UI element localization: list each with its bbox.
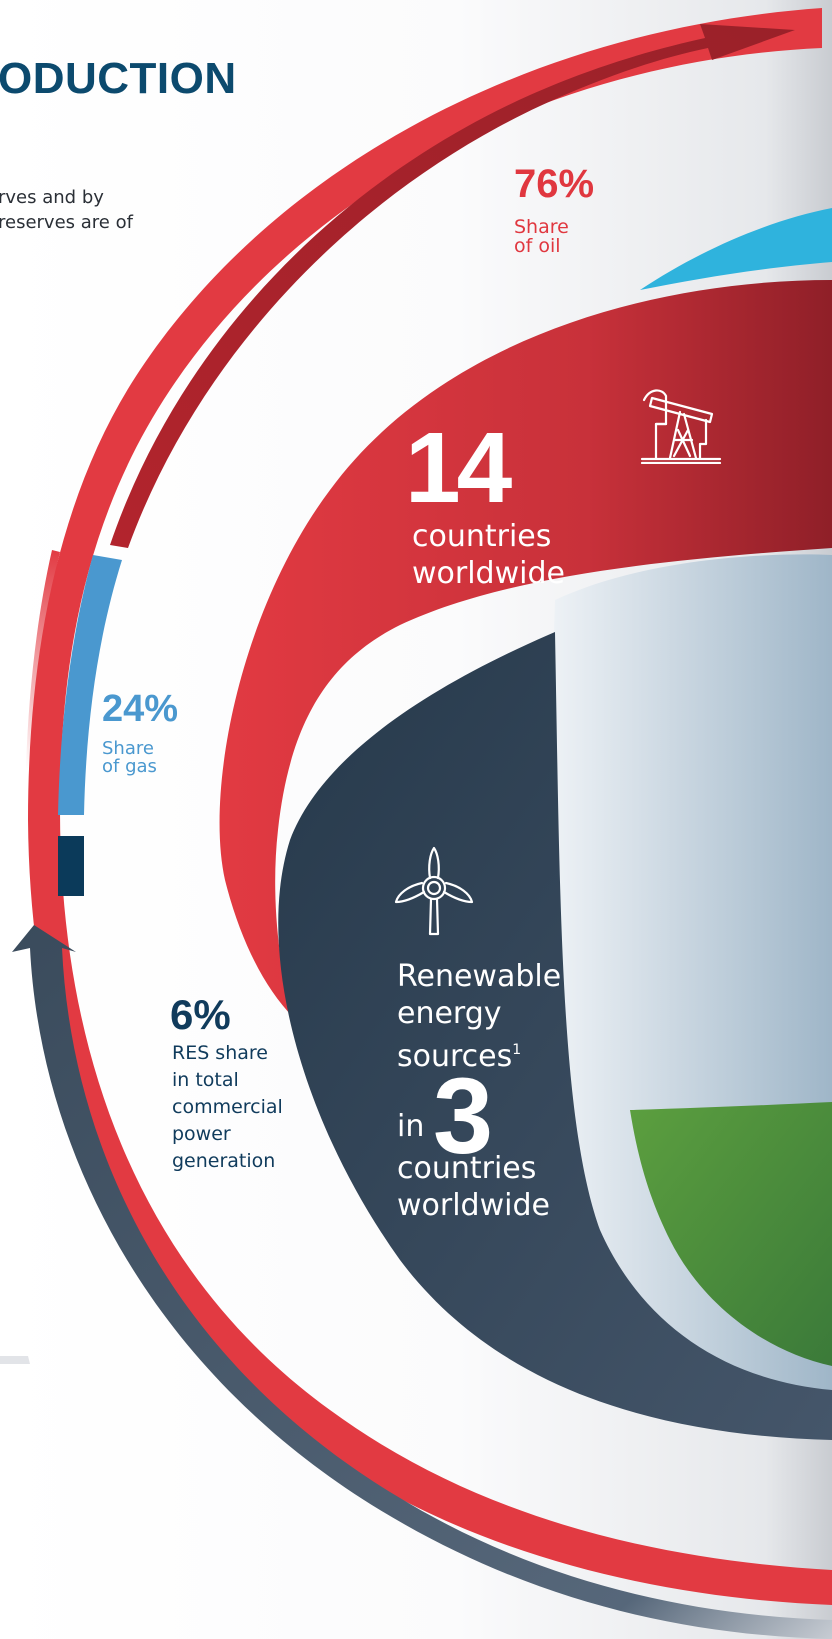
renewables-line-3-text: sources: [397, 1039, 513, 1074]
res-label-line-3: commercial: [172, 1096, 283, 1118]
wind-turbine-icon: [394, 846, 474, 936]
production-countries-number: 14: [405, 412, 512, 524]
renewables-line-4: countries: [397, 1151, 537, 1186]
production-label-line-1: countries: [412, 519, 552, 554]
res-label-line-1: RES share: [172, 1042, 268, 1064]
cyan-segment: [640, 208, 832, 290]
renewables-countries-number: 3: [433, 1055, 494, 1176]
oil-share-value: 76%: [514, 162, 595, 206]
renewables-line-5: worldwide: [397, 1188, 550, 1223]
res-label-line-4: power: [172, 1123, 231, 1145]
production-countries-label: countries worldwide: [412, 518, 565, 592]
oil-label-line-2: of oil: [514, 235, 561, 257]
renewables-band: [278, 632, 832, 1440]
res-arc-segment: [58, 836, 84, 896]
fading-red-edge: [26, 550, 60, 770]
res-share-value: 6%: [170, 991, 231, 1038]
intro-text: rves and by reserves are of: [0, 185, 133, 235]
renewables-label: Renewable energy sources1: [397, 958, 561, 1075]
oil-label-line-1: Share: [514, 216, 569, 238]
page-heading: ODUCTION: [0, 54, 237, 103]
res-label-line-5: generation: [172, 1150, 276, 1172]
production-label-line-2: worldwide: [412, 556, 565, 591]
gas-share-label: Share of gas: [102, 740, 157, 776]
renewables-countries-label: countries worldwide: [397, 1150, 550, 1224]
renewables-line-3: sources1: [397, 1032, 561, 1075]
intro-line-2: reserves are of: [0, 212, 133, 233]
oil-production-band: [219, 280, 832, 1020]
renewables-line-1: Renewable: [397, 959, 562, 994]
renewables-line-2: energy: [397, 996, 502, 1031]
oil-pump-icon: [640, 389, 722, 464]
green-segment: [630, 1102, 832, 1366]
renewables-footnote: 1: [512, 1042, 522, 1058]
res-share-label: RES share in total commercial power gene…: [172, 1040, 283, 1175]
gas-label-line-2: of gas: [102, 756, 157, 777]
intro-line-1: rves and by: [0, 187, 104, 208]
oil-share-label: Share of oil: [514, 218, 569, 256]
res-label-line-2: in total: [172, 1069, 239, 1091]
smudge: [0, 1356, 30, 1364]
gas-share-value: 24%: [102, 688, 179, 730]
gas-arc-segment: [58, 555, 122, 815]
renewables-in: in: [397, 1109, 425, 1144]
gas-label-line-1: Share: [102, 738, 154, 759]
